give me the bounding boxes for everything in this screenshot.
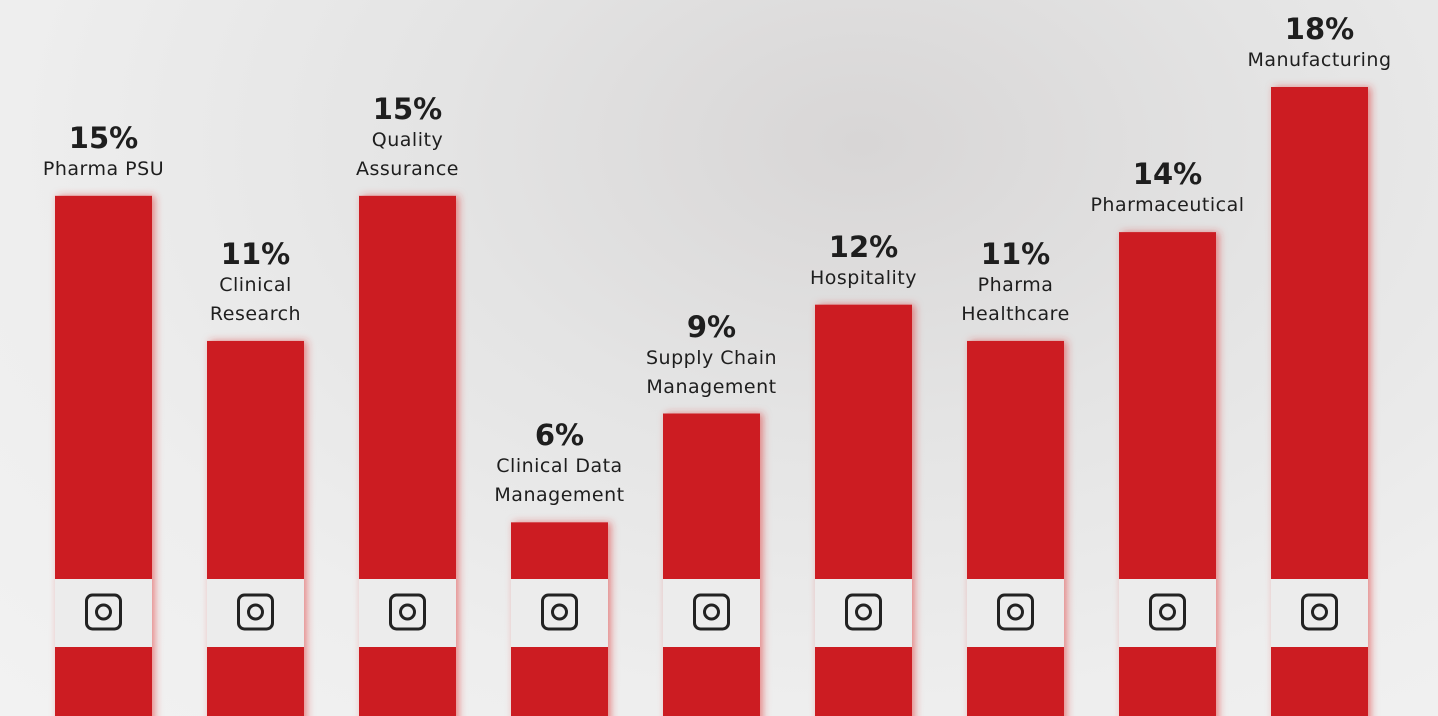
icon-background [359,579,456,647]
icon-band [55,579,152,647]
bar-label: 14%Pharmaceutical [1058,157,1278,220]
bar-label: 11%Clinical Research [146,237,366,329]
bar [207,341,304,716]
bar [967,341,1064,716]
bar-label: 9%Supply Chain Management [602,310,822,402]
icon-background [967,579,1064,647]
icon-background [663,579,760,647]
icon-band [1119,579,1216,647]
icon-band [359,579,456,647]
category-label: Pharmaceutical [1058,191,1278,220]
icon-background [1271,579,1368,647]
value-label: 18% [1210,12,1430,46]
bar [815,305,912,716]
value-label: 15% [0,121,214,155]
chart: 15%Pharma PSU11%Clinical Research15%Qual… [0,0,1438,716]
icon-band [511,579,608,647]
category-label: Pharma PSU [0,155,214,184]
category-label: Supply Chain Management [602,344,822,402]
category-label: Clinical Data Management [450,452,670,510]
icon-background [511,579,608,647]
bar-label: 15%Quality Assurance [298,92,518,184]
category-label: Clinical Research [146,271,366,329]
icon-background [207,579,304,647]
bar-label: 18%Manufacturing [1210,12,1430,75]
icon-band [663,579,760,647]
category-label: Manufacturing [1210,46,1430,75]
value-label: 9% [602,310,822,344]
bar [663,414,760,716]
value-label: 15% [298,92,518,126]
icon-background [815,579,912,647]
icon-band [1271,579,1368,647]
icon-band [967,579,1064,647]
bar-label: 15%Pharma PSU [0,121,214,184]
icon-band [207,579,304,647]
icon-band [815,579,912,647]
category-label: Pharma Healthcare [906,271,1126,329]
value-label: 14% [1058,157,1278,191]
value-label: 6% [450,418,670,452]
value-label: 11% [146,237,366,271]
value-label: 11% [906,237,1126,271]
bar-label: 6%Clinical Data Management [450,418,670,510]
bar-label: 11%Pharma Healthcare [906,237,1126,329]
icon-background [55,579,152,647]
icon-background [1119,579,1216,647]
category-label: Quality Assurance [298,126,518,184]
